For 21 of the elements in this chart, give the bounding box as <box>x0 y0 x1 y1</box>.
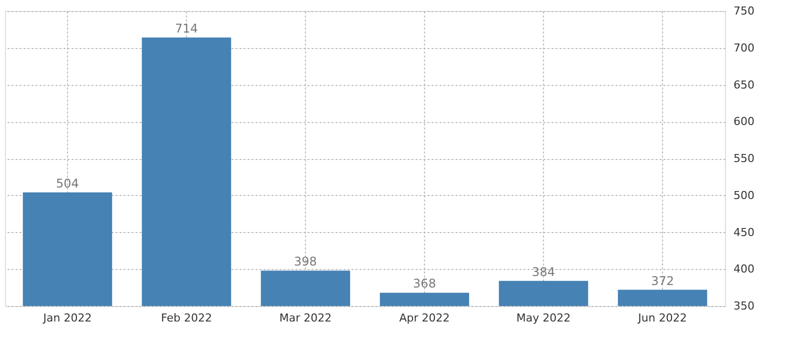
y-tick-label: 400 <box>734 262 754 276</box>
data-label: 368 <box>413 276 436 291</box>
data-label: 714 <box>175 22 198 36</box>
y-tick-label: 700 <box>734 41 754 54</box>
y-tick-label: 750 <box>734 4 754 18</box>
x-tick-label: Jun 2022 <box>637 312 687 324</box>
x-tick-label: Jan 2022 <box>42 312 92 324</box>
x-tick-label: May 2022 <box>516 312 571 324</box>
y-tick-label: 650 <box>734 78 754 92</box>
y-tick-label: 600 <box>734 115 754 128</box>
y-tick-label: 550 <box>734 152 754 165</box>
data-label: 372 <box>651 274 674 288</box>
y-tick-label: 500 <box>734 188 754 202</box>
x-tick-label: Feb 2022 <box>161 312 212 324</box>
data-label: 384 <box>532 264 555 279</box>
data-label: 504 <box>56 176 79 190</box>
y-tick-label: 450 <box>734 226 754 239</box>
x-tick-label: Mar 2022 <box>279 312 332 324</box>
y-tick-label: 350 <box>734 300 754 312</box>
x-tick-label: Apr 2022 <box>399 312 450 324</box>
data-label: 398 <box>294 254 317 269</box>
